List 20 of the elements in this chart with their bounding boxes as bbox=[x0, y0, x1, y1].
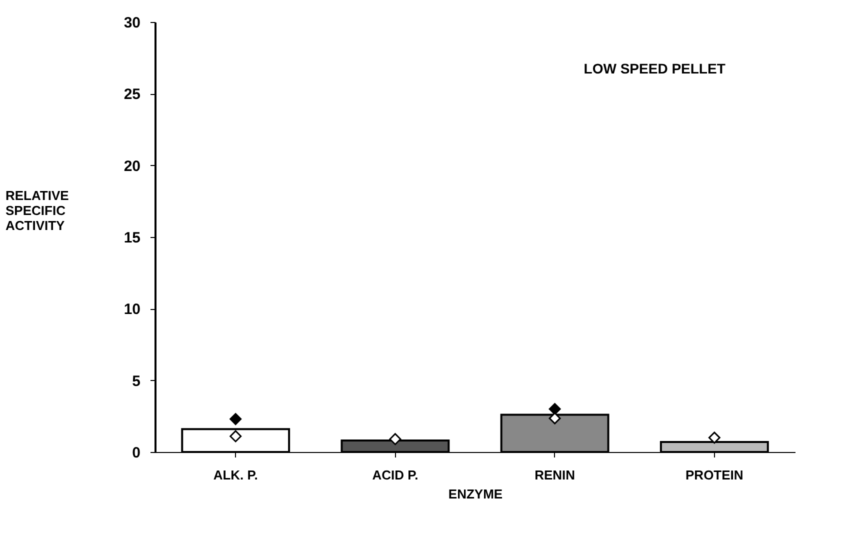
x-axis-title: ENZYME bbox=[448, 486, 503, 502]
point bbox=[230, 430, 242, 442]
y-tick-label: 30 bbox=[124, 14, 140, 32]
y-axis-title: RELATIVE SPECIFIC ACTIVITY bbox=[6, 188, 70, 234]
point bbox=[389, 433, 402, 446]
point bbox=[548, 403, 561, 415]
x-tick-label: ALK. P. bbox=[213, 468, 258, 482]
y-tick-label: 5 bbox=[132, 372, 140, 390]
y-tick-label: 15 bbox=[124, 230, 140, 246]
y-tick-label: 20 bbox=[124, 158, 140, 175]
x-tick-label: PROTEIN bbox=[686, 468, 744, 482]
point bbox=[548, 412, 561, 424]
y-tick-label: 0 bbox=[132, 444, 140, 462]
x-tick-label: RENIN bbox=[534, 468, 576, 482]
x-tick-label: ACID P. bbox=[372, 468, 418, 482]
point bbox=[230, 413, 242, 426]
y-tick-label: 25 bbox=[124, 86, 140, 104]
point bbox=[708, 432, 720, 444]
y-tick-label: 10 bbox=[124, 301, 140, 318]
annotation: LOW SPEED PELLET bbox=[584, 60, 726, 76]
